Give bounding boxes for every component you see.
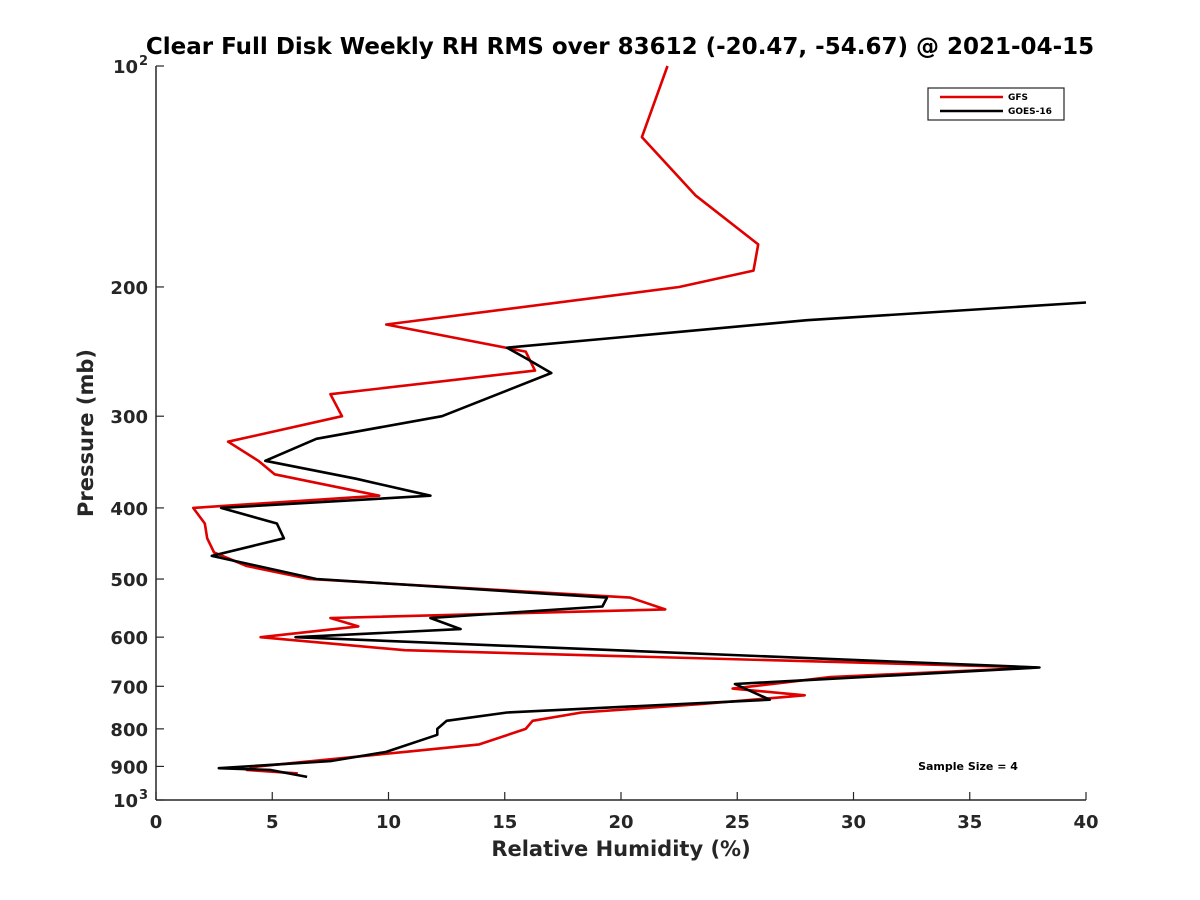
x-tick-label: 0 [150,812,163,833]
y-tick-label: 400 [110,499,148,520]
x-tick-label: 25 [725,812,750,833]
x-ticks: 0 5 10 15 20 25 30 35 40 [150,792,1099,833]
x-tick-label: 10 [376,812,401,833]
legend: GFS GOES-16 [927,87,1065,121]
y-tick-label: 200 [110,278,148,299]
y-tick-label: 600 [110,628,148,649]
x-tick-label: 40 [1073,812,1098,833]
x-tick-label: 20 [608,812,633,833]
y-tick-exponent: 3 [139,788,148,803]
y-tick-label: 800 [110,720,148,741]
legend-label-goes16: GOES-16 [1008,107,1052,117]
x-tick-label: 15 [492,812,517,833]
legend-label-gfs: GFS [1008,93,1028,103]
x-tick-label: 5 [266,812,279,833]
x-axis-label: Relative Humidity (%) [491,837,750,861]
x-tick-label: 30 [841,812,866,833]
y-tick-label: 900 [110,757,148,778]
x-tick-label: 35 [957,812,982,833]
y-tick-label: 700 [110,677,148,698]
sample-size-annotation: Sample Size = 4 [918,760,1018,773]
series-group [191,65,1087,779]
y-tick-label: 500 [110,570,148,591]
legend-box [927,87,1065,121]
chart-title: Clear Full Disk Weekly RH RMS over 83612… [146,34,1094,60]
y-axis-label: Pressure (mb) [74,349,98,517]
series-line-goes16 [210,301,1087,779]
series-line-gfs [191,65,1039,775]
y-tick-label: 10 [113,791,138,812]
y-tick-label: 300 [110,407,148,428]
y-tick-label: 10 [113,57,138,78]
y-tick-exponent: 2 [139,54,148,69]
